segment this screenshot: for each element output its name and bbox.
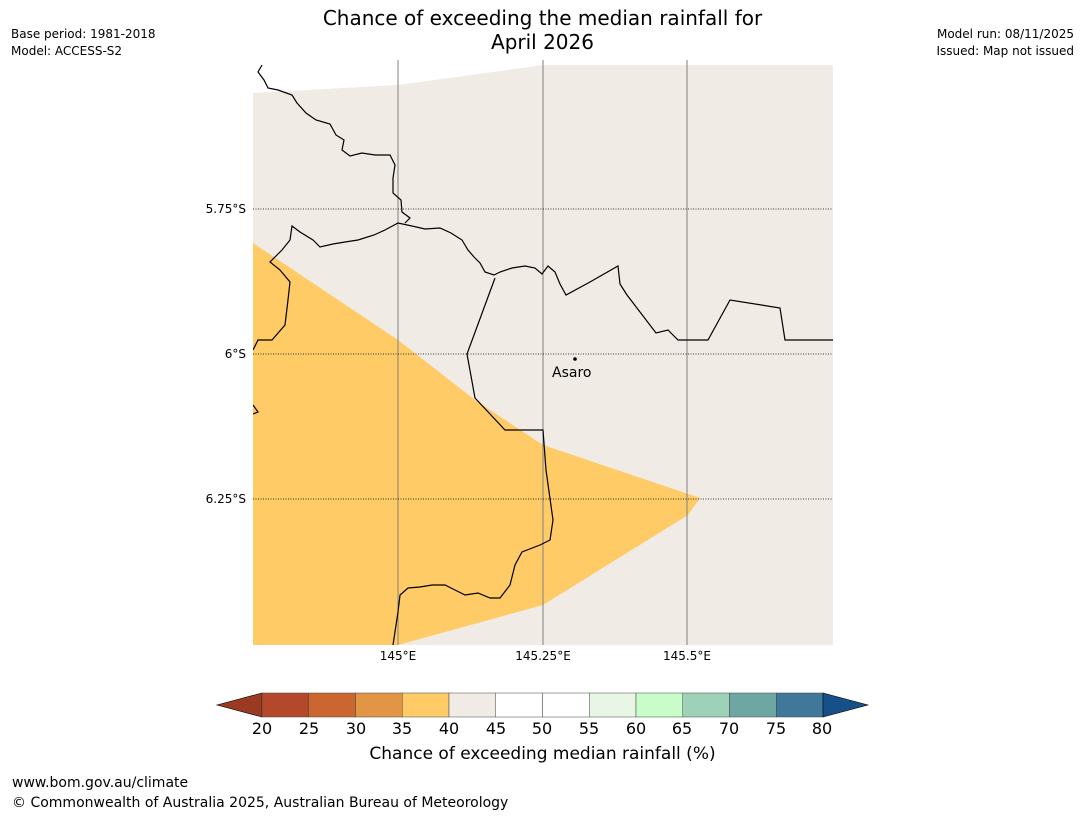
colorbar-swatch-70: [729, 692, 777, 718]
asaro-marker: [573, 357, 577, 361]
issued-text: Issued: Map not issued: [936, 44, 1074, 58]
colorbar-tick-50: 50: [531, 719, 553, 738]
colorbar-swatch-20: [261, 692, 309, 718]
map-title-line2: April 2026: [491, 30, 594, 54]
colorbar-tick-35: 35: [391, 719, 413, 738]
lat-label-6: 6°S: [224, 347, 246, 361]
place-label-asaro: Asaro: [552, 365, 592, 381]
colorbar-tick-40: 40: [438, 719, 460, 738]
colorbar-tick-65: 65: [671, 719, 693, 738]
province-border-west-stub: [253, 404, 259, 415]
colorbar-swatch-75: [776, 692, 824, 718]
colorbar-tick-55: 55: [578, 719, 600, 738]
colorbar-swatch-30: [355, 692, 403, 718]
colorbar-swatch-45: [495, 692, 543, 718]
lon-label-145: 145°E: [379, 649, 417, 663]
colorbar-swatch-25: [308, 692, 356, 718]
colorbar-tick-75: 75: [765, 719, 787, 738]
map-title: Chance of exceeding the median rainfall …: [0, 6, 1085, 54]
colorbar-extend-low: [215, 692, 263, 718]
colorbar-tick-20: 20: [251, 719, 273, 738]
colorbar-tick-45: 45: [485, 719, 507, 738]
colorbar-swatch-55: [589, 692, 637, 718]
lon-label-145-25: 145.25°E: [515, 649, 571, 663]
province-borders: [253, 64, 833, 645]
colorbar-tick-70: 70: [718, 719, 740, 738]
model-text: Model: ACCESS-S2: [11, 44, 123, 58]
footer-copyright: © Commonwealth of Australia 2025, Austra…: [12, 795, 509, 811]
map-title-line1: Chance of exceeding the median rainfall …: [322, 6, 763, 30]
province-border-central: [253, 222, 833, 351]
colorbar-swatch-60: [635, 692, 683, 718]
colorbar-title: Chance of exceeding median rainfall (%): [369, 744, 716, 764]
lon-label-145-5: 145.5°E: [663, 649, 711, 663]
colorbar-swatch-65: [682, 692, 730, 718]
colorbar-tick-60: 60: [625, 719, 647, 738]
colorbar-extend-high: [822, 692, 870, 718]
province-border-north: [257, 64, 411, 224]
colorbar-swatch-40: [448, 692, 496, 718]
model-run-text: Model run: 08/11/2025: [936, 27, 1074, 41]
lat-label-5-75: 5.75°S: [205, 202, 246, 216]
colorbar-swatch-50: [542, 692, 590, 718]
base-period-text: Base period: 1981-2018: [11, 27, 156, 41]
province-border-south: [392, 277, 554, 645]
colorbar-tick-80: 80: [811, 719, 833, 738]
colorbar-tick-30: 30: [345, 719, 367, 738]
colorbar-tick-25: 25: [298, 719, 320, 738]
footer-url[interactable]: www.bom.gov.au/climate: [12, 775, 189, 791]
lat-label-6-25: 6.25°S: [205, 492, 246, 506]
below-median-area: [253, 243, 700, 645]
colorbar-swatch-35: [402, 692, 450, 718]
